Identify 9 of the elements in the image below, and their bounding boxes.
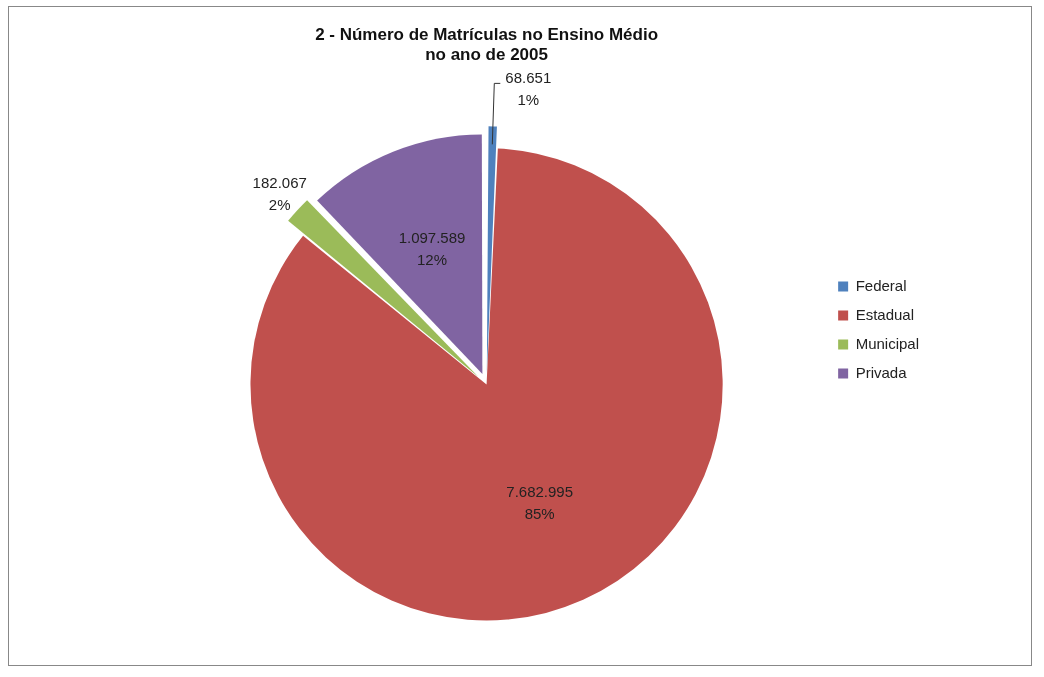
chart-title: 2 - Número de Matrículas no Ensino Médio no ano de 2005 [315,24,659,65]
data-label: 68.651 1% [505,69,552,109]
data-label: 1.097.589 12% [398,228,466,268]
data-label: 182.067 2% [252,174,307,214]
legend-label: Privada [855,363,908,381]
legend-label: Federal [855,276,907,294]
legend-label: Municipal [855,334,920,352]
legend-label: Estadual [855,305,915,323]
data-label: 7.682.995 85% [506,482,574,522]
